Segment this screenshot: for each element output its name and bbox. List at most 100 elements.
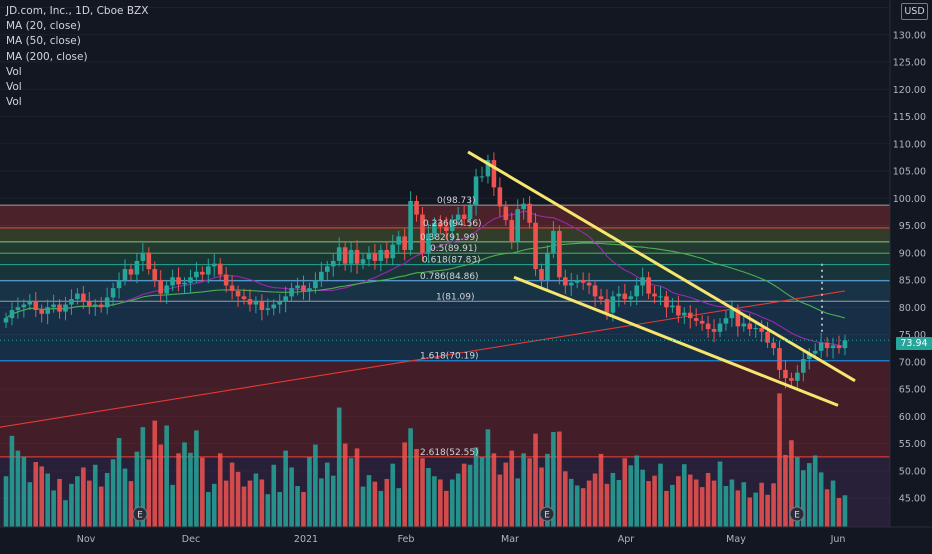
- candle-body: [39, 309, 44, 314]
- volume-bar: [128, 481, 134, 527]
- fib-zone: [0, 301, 890, 361]
- volume-bar: [235, 471, 241, 527]
- volume-bar: [640, 469, 645, 527]
- price-tick-label: 60.00: [899, 412, 926, 423]
- volume-bar: [622, 458, 628, 527]
- fib-level-label: 0.236(94.56): [423, 219, 482, 229]
- volume-bar: [539, 467, 544, 527]
- earnings-marker[interactable]: E: [132, 506, 148, 522]
- candle-body: [206, 266, 211, 275]
- candle-body: [521, 203, 526, 210]
- volume-bar: [580, 488, 586, 527]
- candle-body: [563, 277, 568, 286]
- candle-body: [491, 160, 497, 188]
- volume-bar: [63, 500, 68, 527]
- legend-ma20[interactable]: MA (20, close): [6, 20, 81, 33]
- candle-body: [616, 293, 622, 297]
- candle-body: [693, 318, 699, 321]
- earnings-marker[interactable]: E: [789, 506, 805, 522]
- candle-body: [438, 222, 443, 227]
- candle-body: [658, 296, 663, 298]
- candle-body: [479, 176, 485, 178]
- legend-vol-3[interactable]: Vol: [6, 96, 22, 109]
- volume-bar: [812, 455, 818, 527]
- volume-bar: [271, 464, 277, 527]
- candle-body: [372, 253, 378, 261]
- volume-bar: [158, 444, 163, 527]
- candle-body: [152, 269, 158, 280]
- time-tick-label: Dec: [182, 534, 200, 545]
- ma50-line: [5, 242, 846, 319]
- candle-body: [110, 288, 116, 298]
- volume-bar: [801, 470, 806, 527]
- volume-bar: [438, 479, 443, 527]
- volume-bar: [27, 482, 33, 527]
- volume-bar: [717, 461, 723, 527]
- volume-bar: [390, 463, 396, 527]
- candle-body: [753, 327, 758, 330]
- volume-bar: [360, 486, 366, 527]
- candle-body: [128, 269, 134, 275]
- candle-body: [449, 220, 455, 231]
- currency-button[interactable]: USD: [901, 3, 928, 20]
- candle-body: [634, 285, 639, 297]
- candle-body: [836, 345, 842, 349]
- volume-bar: [634, 455, 639, 527]
- time-tick-label: Feb: [398, 534, 415, 545]
- volume-bar: [295, 486, 300, 527]
- candle-body: [378, 250, 384, 261]
- candle-body: [842, 340, 848, 349]
- volume-bar: [444, 490, 449, 527]
- legend-vol-1[interactable]: Vol: [6, 65, 22, 78]
- volume-bar: [682, 464, 687, 527]
- volume-bar: [39, 466, 44, 527]
- candle-body: [664, 296, 669, 308]
- candle-body: [723, 318, 729, 324]
- candle-body: [670, 305, 675, 308]
- candle-body: [45, 307, 50, 314]
- volume-bar: [211, 483, 217, 527]
- volume-bar: [551, 432, 556, 527]
- volume-bar: [759, 482, 764, 527]
- volume-bar: [378, 490, 384, 527]
- price-tick-label: 110.00: [893, 139, 926, 150]
- price-tick-label: 65.00: [899, 385, 926, 396]
- candle-body: [366, 253, 372, 260]
- legend-ma200[interactable]: MA (200, close): [6, 50, 88, 63]
- legend-title[interactable]: JD.com, Inc., 1D, Cboe BZX: [6, 5, 149, 17]
- volume-bar: [110, 459, 116, 527]
- candle-body: [33, 301, 39, 310]
- candle-body: [812, 350, 818, 354]
- volume-bar: [170, 484, 175, 527]
- volume-bar: [479, 457, 485, 527]
- candle-body: [735, 309, 741, 327]
- legend-ma50[interactable]: MA (50, close): [6, 35, 81, 48]
- candle-body: [771, 342, 776, 349]
- candle-body: [717, 323, 723, 332]
- volume-bar: [146, 459, 152, 527]
- earnings-marker[interactable]: E: [539, 506, 555, 522]
- fib-level-label: 0.382(91.99): [420, 233, 479, 243]
- volume-bar: [414, 448, 419, 527]
- volume-bar: [313, 444, 318, 527]
- volume-bar: [259, 479, 265, 527]
- candle-body: [801, 359, 806, 373]
- candle-body: [247, 299, 253, 305]
- volume-bar: [449, 479, 455, 527]
- volume-bar: [795, 457, 800, 527]
- candle-body: [795, 372, 800, 381]
- candle-body: [402, 236, 407, 251]
- volume-bar: [765, 494, 770, 527]
- candle-body: [176, 277, 181, 285]
- candle-body: [687, 312, 693, 319]
- candle-body: [426, 233, 431, 253]
- last-price-badge: 73.94: [896, 337, 932, 350]
- volume-bar: [705, 472, 711, 527]
- volume-bar: [372, 481, 378, 527]
- legend-vol-2[interactable]: Vol: [6, 81, 22, 94]
- earnings-marker-circle: [539, 506, 555, 522]
- candle-body: [765, 331, 770, 343]
- time-tick-label: Jun: [830, 534, 846, 545]
